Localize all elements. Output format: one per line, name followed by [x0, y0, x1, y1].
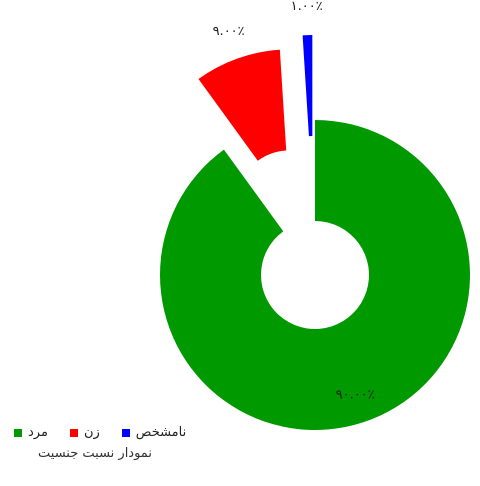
slice-label-unknown: ۱.۰۰٪ [291, 0, 323, 14]
slice-label-female: ۹.۰۰٪ [213, 24, 245, 39]
pie-slice-unknown[interactable] [302, 35, 313, 137]
legend-item-female[interactable]: زن [69, 425, 100, 440]
legend-swatch-unknown [121, 428, 130, 437]
legend-label-female: زن [83, 425, 100, 440]
pie-slice-male[interactable] [159, 120, 470, 430]
legend-swatch-male [14, 428, 22, 437]
legend-label-male: مرد [28, 425, 48, 440]
chart-title: نمودار نسبت جنسیت [38, 446, 152, 461]
pie-slice-female[interactable] [198, 49, 287, 161]
legend-item-male[interactable]: مرد [14, 425, 48, 440]
slice-label-male: ۹۰.۰۰٪ [336, 388, 375, 403]
legend-label-unknown: نامشخص [135, 425, 187, 440]
legend-item-unknown[interactable]: نامشخص [121, 425, 187, 440]
legend-swatch-female [69, 428, 78, 437]
legend: مرد زن نامشخص [14, 425, 186, 440]
